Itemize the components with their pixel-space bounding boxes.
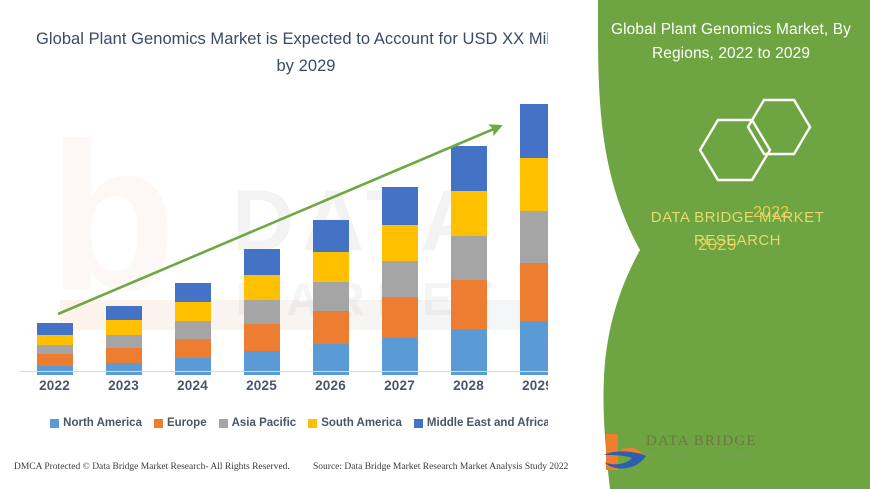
bar-segment [519,321,556,375]
bar-segment [519,211,556,263]
data-bridge-logo-name: DATA BRIDGE [646,433,757,449]
legend-label: Europe [166,417,207,429]
bar-segment [381,260,418,298]
legend-item[interactable]: South America [308,417,402,429]
bar-segment [174,321,211,339]
data-bridge-logo-tagline: MARKET RESEARCH [648,452,758,459]
data-bridge-logo-mark [604,434,646,470]
watermark-band-right [556,295,736,321]
bar-segment [381,187,418,225]
legend-item[interactable]: Middle East and Africa [413,417,550,429]
hexagon-labels: 2029 2022 [680,92,820,254]
footer-copyright: DMCA Protected © Data Bridge Market Rese… [14,462,290,472]
bar-segment [243,249,280,276]
x-axis-label-2027: 2027 [384,378,415,393]
bar-segment [312,310,349,344]
bar-segment [381,337,418,375]
bar-segment [36,334,73,345]
bar-segment [105,320,142,335]
bar-segment [519,262,556,322]
bar-segment [312,343,349,375]
bar-segment [243,324,280,352]
bar-2023 [105,305,142,375]
bar-2026 [312,220,349,375]
bar-segment [174,338,211,359]
bar-segment [450,191,487,236]
legend-label: North America [63,417,142,429]
footer-source: Source: Data Bridge Market Research Mark… [313,462,569,472]
legend-item[interactable]: North America [50,417,142,429]
bar-segment [105,334,142,349]
bar-segment [243,275,280,301]
x-axis-label-2028: 2028 [453,378,484,393]
x-axis-label-2029: 2029 [522,378,553,393]
bar-segment [36,354,73,366]
bar-segment [381,224,418,261]
legend-label: South America [321,417,402,429]
bar-segment [312,220,349,252]
bar-segment [36,365,73,375]
data-bridge-logo: DATA BRIDGE MARKET RESEARCH [598,430,778,476]
bar-segment [381,297,418,338]
bar-segment [174,302,211,322]
bar-segment [312,281,349,311]
bar-segment [450,235,487,280]
legend-swatch-icon [153,418,163,428]
legend-swatch-icon [308,418,318,428]
bar-2027 [381,187,418,375]
chart-x-axis-labels: 2022 2023 2024 2025 2026 2027 2028 2029 [20,378,572,402]
bar-segment [243,300,280,325]
legend-swatch-icon [50,418,60,428]
hexagon-label-2022: 2022 [753,204,790,221]
bar-segment [312,251,349,282]
x-axis-label-2024: 2024 [177,378,208,393]
legend-item[interactable]: Asia Pacific [218,417,297,429]
legend-label: Middle East and Africa [426,417,550,429]
hexagon-label-2029: 2029 [698,235,737,254]
legend-swatch-icon [218,418,228,428]
bar-segment [105,305,142,321]
page-title: Global Plant Genomics Market is Expected… [36,30,576,76]
legend-swatch-icon [413,418,423,428]
bar-segment [105,362,142,375]
chart-axis-line [20,371,572,372]
bar-2029 [519,104,556,375]
legend-item[interactable]: Europe [153,417,207,429]
bar-2028 [450,145,487,375]
bar-2024 [174,282,211,375]
bar-segment [519,158,556,212]
bar-segment [36,323,73,335]
panel-brand-text: DATA BRIDGE MARKET RESEARCH [650,209,825,249]
bar-segment [450,145,487,192]
x-axis-label-2022: 2022 [39,378,70,393]
bar-segment [105,348,142,363]
stacked-bar-chart [20,100,572,375]
bar-segment [519,104,556,159]
bar-segment [243,351,280,375]
panel-title: Global Plant Genomics Market, By Regions… [610,21,852,63]
bar-2022 [36,323,73,375]
bar-2025 [243,249,280,375]
x-axis-label-2023: 2023 [108,378,139,393]
bar-segment [174,282,211,303]
x-axis-label-2026: 2026 [315,378,346,393]
x-axis-label-2025: 2025 [246,378,277,393]
bar-segment [450,279,487,330]
legend-label: Asia Pacific [231,417,297,429]
bar-segment [36,344,73,355]
bar-segment [174,358,211,375]
bar-segment [450,329,487,375]
chart-legend: North America Europe Asia Pacific South Ame… [24,417,576,429]
